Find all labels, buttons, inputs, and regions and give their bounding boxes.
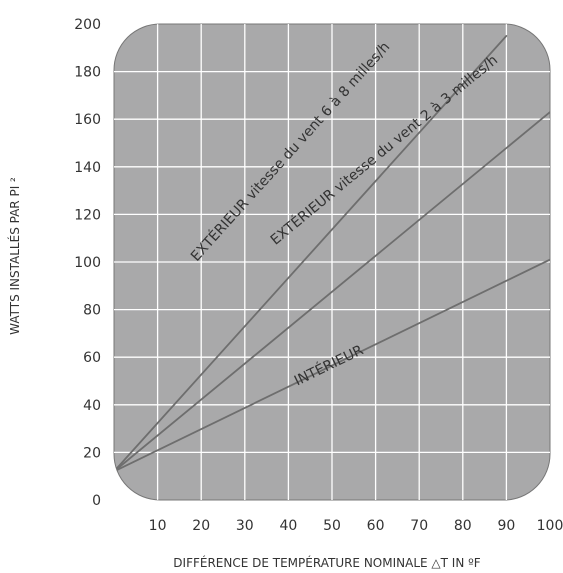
y-tick-label: 100 [74,255,101,271]
y-tick-label: 160 [74,112,101,128]
y-tick-label: 200 [74,17,101,33]
x-axis-title: DIFFÉRENCE DE TEMPÉRATURE NOMINALE △T IN… [173,555,480,570]
x-tick-label: 10 [149,518,167,534]
y-axis-ticks: 0 20 40 60 80 100 120 140 160 180 200 [74,17,101,509]
grid [114,24,550,500]
y-tick-label: 140 [74,160,101,176]
x-tick-label: 40 [279,518,297,534]
x-axis-ticks: 10 20 30 40 50 60 70 80 90 100 [149,518,563,534]
y-tick-label: 0 [92,493,101,509]
x-tick-label: 30 [236,518,254,534]
x-tick-label: 100 [537,518,563,534]
x-tick-label: 60 [367,518,385,534]
series-line-2 [114,111,550,473]
series-lines [114,35,550,473]
x-tick-label: 20 [192,518,210,534]
y-tick-label: 120 [74,207,101,223]
y-tick-label: 60 [83,350,101,366]
y-tick-label: 180 [74,65,101,81]
series-line-3 [114,258,550,473]
y-tick-label: 40 [83,398,101,414]
y-tick-label: 20 [83,445,101,461]
x-tick-label: 80 [454,518,472,534]
y-tick-label: 80 [83,303,101,319]
x-tick-label: 70 [410,518,428,534]
series-line-1 [114,35,508,473]
y-axis-title: WATTS INSTALLÉS PAR PI ² [7,177,22,335]
x-tick-label: 50 [323,518,341,534]
x-tick-label: 90 [497,518,515,534]
